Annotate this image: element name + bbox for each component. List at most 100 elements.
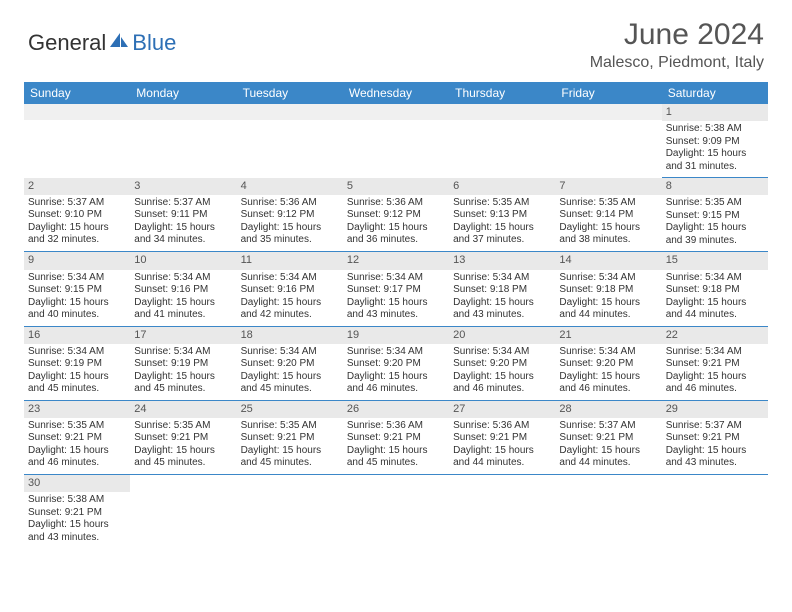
empty-date-strip [449,104,555,120]
sunset-line: Sunset: 9:14 PM [559,209,657,222]
sunrise-line: Sunrise: 5:35 AM [559,197,657,210]
date-number: 15 [662,252,768,269]
sunrise-line: Sunrise: 5:36 AM [347,420,445,433]
sunrise-line: Sunrise: 5:38 AM [666,123,764,136]
date-number: 26 [343,401,449,418]
sunrise-line: Sunrise: 5:34 AM [453,272,551,285]
calendar-cell [24,104,130,178]
calendar-cell [555,104,661,178]
sunset-line: Sunset: 9:09 PM [666,136,764,149]
calendar-week: 1Sunrise: 5:38 AMSunset: 9:09 PMDaylight… [24,104,768,178]
date-number: 18 [237,327,343,344]
calendar-cell [555,474,661,548]
calendar-week: 16Sunrise: 5:34 AMSunset: 9:19 PMDayligh… [24,326,768,400]
date-number: 8 [662,178,768,195]
calendar-cell [449,104,555,178]
date-number: 3 [130,178,236,195]
sunset-line: Sunset: 9:18 PM [453,284,551,297]
calendar-cell: 13Sunrise: 5:34 AMSunset: 9:18 PMDayligh… [449,252,555,326]
calendar-cell: 18Sunrise: 5:34 AMSunset: 9:20 PMDayligh… [237,326,343,400]
calendar-cell: 20Sunrise: 5:34 AMSunset: 9:20 PMDayligh… [449,326,555,400]
day-header: Friday [555,82,661,104]
sunset-line: Sunset: 9:16 PM [241,284,339,297]
cell-details: Sunrise: 5:34 AMSunset: 9:15 PMDaylight:… [24,270,130,326]
daylight-line: Daylight: 15 hours and 32 minutes. [28,222,126,247]
cell-details: Sunrise: 5:37 AMSunset: 9:21 PMDaylight:… [555,418,661,474]
daylight-line: Daylight: 15 hours and 43 minutes. [666,445,764,470]
date-number: 6 [449,178,555,195]
sunrise-line: Sunrise: 5:37 AM [666,420,764,433]
brand-logo: General Blue [28,18,176,56]
sunrise-line: Sunrise: 5:34 AM [559,272,657,285]
date-number: 24 [130,401,236,418]
calendar-cell [130,474,236,548]
date-number: 29 [662,401,768,418]
daylight-line: Daylight: 15 hours and 35 minutes. [241,222,339,247]
sunset-line: Sunset: 9:10 PM [28,209,126,222]
month-title: June 2024 [590,18,764,52]
date-number: 23 [24,401,130,418]
date-number: 25 [237,401,343,418]
calendar-cell: 14Sunrise: 5:34 AMSunset: 9:18 PMDayligh… [555,252,661,326]
date-number: 11 [237,252,343,269]
cell-details: Sunrise: 5:34 AMSunset: 9:19 PMDaylight:… [24,344,130,400]
empty-date-strip [130,104,236,120]
calendar-cell [130,104,236,178]
calendar-cell: 19Sunrise: 5:34 AMSunset: 9:20 PMDayligh… [343,326,449,400]
sunrise-line: Sunrise: 5:34 AM [559,346,657,359]
daylight-line: Daylight: 15 hours and 45 minutes. [347,445,445,470]
cell-details: Sunrise: 5:37 AMSunset: 9:21 PMDaylight:… [662,418,768,474]
daylight-line: Daylight: 15 hours and 36 minutes. [347,222,445,247]
cell-details: Sunrise: 5:38 AMSunset: 9:09 PMDaylight:… [662,121,768,177]
date-number: 27 [449,401,555,418]
cell-details: Sunrise: 5:34 AMSunset: 9:20 PMDaylight:… [343,344,449,400]
calendar-cell: 17Sunrise: 5:34 AMSunset: 9:19 PMDayligh… [130,326,236,400]
cell-details: Sunrise: 5:34 AMSunset: 9:18 PMDaylight:… [449,270,555,326]
cell-details: Sunrise: 5:34 AMSunset: 9:19 PMDaylight:… [130,344,236,400]
cell-details: Sunrise: 5:36 AMSunset: 9:12 PMDaylight:… [343,195,449,251]
cell-details: Sunrise: 5:34 AMSunset: 9:18 PMDaylight:… [662,270,768,326]
brand-sail-icon [108,31,130,54]
daylight-line: Daylight: 15 hours and 31 minutes. [666,148,764,173]
sunset-line: Sunset: 9:20 PM [453,358,551,371]
header: General Blue June 2024 Malesco, Piedmont… [0,0,792,78]
daylight-line: Daylight: 15 hours and 46 minutes. [347,371,445,396]
cell-details: Sunrise: 5:35 AMSunset: 9:14 PMDaylight:… [555,195,661,251]
sunset-line: Sunset: 9:18 PM [559,284,657,297]
daylight-line: Daylight: 15 hours and 44 minutes. [559,445,657,470]
daylight-line: Daylight: 15 hours and 44 minutes. [453,445,551,470]
date-number: 21 [555,327,661,344]
title-block: June 2024 Malesco, Piedmont, Italy [590,18,764,72]
calendar-cell [662,474,768,548]
sunrise-line: Sunrise: 5:34 AM [347,272,445,285]
calendar-cell: 21Sunrise: 5:34 AMSunset: 9:20 PMDayligh… [555,326,661,400]
daylight-line: Daylight: 15 hours and 43 minutes. [453,297,551,322]
cell-details: Sunrise: 5:35 AMSunset: 9:13 PMDaylight:… [449,195,555,251]
calendar-cell: 3Sunrise: 5:37 AMSunset: 9:11 PMDaylight… [130,178,236,252]
daylight-line: Daylight: 15 hours and 34 minutes. [134,222,232,247]
sunset-line: Sunset: 9:11 PM [134,209,232,222]
calendar-cell: 26Sunrise: 5:36 AMSunset: 9:21 PMDayligh… [343,400,449,474]
sunrise-line: Sunrise: 5:34 AM [28,346,126,359]
day-header: Sunday [24,82,130,104]
sunrise-line: Sunrise: 5:34 AM [666,272,764,285]
location: Malesco, Piedmont, Italy [590,54,764,72]
calendar-cell: 22Sunrise: 5:34 AMSunset: 9:21 PMDayligh… [662,326,768,400]
calendar-cell: 5Sunrise: 5:36 AMSunset: 9:12 PMDaylight… [343,178,449,252]
cell-details: Sunrise: 5:37 AMSunset: 9:11 PMDaylight:… [130,195,236,251]
calendar-cell: 9Sunrise: 5:34 AMSunset: 9:15 PMDaylight… [24,252,130,326]
daylight-line: Daylight: 15 hours and 41 minutes. [134,297,232,322]
calendar-cell: 27Sunrise: 5:36 AMSunset: 9:21 PMDayligh… [449,400,555,474]
sunset-line: Sunset: 9:18 PM [666,284,764,297]
sunset-line: Sunset: 9:12 PM [241,209,339,222]
cell-details: Sunrise: 5:36 AMSunset: 9:21 PMDaylight:… [449,418,555,474]
sunset-line: Sunset: 9:21 PM [241,432,339,445]
date-number: 22 [662,327,768,344]
cell-details: Sunrise: 5:34 AMSunset: 9:20 PMDaylight:… [555,344,661,400]
calendar-cell: 2Sunrise: 5:37 AMSunset: 9:10 PMDaylight… [24,178,130,252]
day-header: Monday [130,82,236,104]
daylight-line: Daylight: 15 hours and 45 minutes. [134,371,232,396]
calendar-cell [343,474,449,548]
calendar-body: 1Sunrise: 5:38 AMSunset: 9:09 PMDaylight… [24,104,768,548]
daylight-line: Daylight: 15 hours and 43 minutes. [28,519,126,544]
